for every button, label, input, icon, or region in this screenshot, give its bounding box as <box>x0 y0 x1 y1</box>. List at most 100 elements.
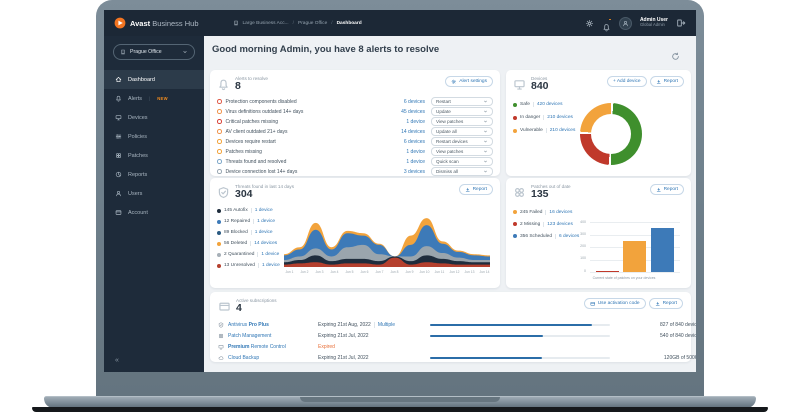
alert-devices-link[interactable]: 3 devices <box>403 168 425 175</box>
subscription-name-link[interactable]: Patch Management <box>218 333 318 339</box>
alert-row: Virus definitions outdated 14+ days 45 d… <box>217 107 493 117</box>
devices-card-title: Devices <box>531 76 548 81</box>
sidebar-item-policies[interactable]: Policies <box>104 127 204 146</box>
legend-devices-link[interactable]: 1 device <box>250 208 273 213</box>
building-icon <box>233 20 239 26</box>
patches-legend: 245 Failed 16 devices 2 Missing 123 device… <box>513 206 579 242</box>
sidebar-item-reports[interactable]: Reports <box>104 165 204 184</box>
action-label: Update <box>436 109 451 115</box>
alert-devices-link[interactable]: 6 devices <box>403 138 425 145</box>
threats-report-button[interactable]: Report <box>458 184 493 195</box>
legend-devices-link[interactable]: 420 devices <box>532 102 562 107</box>
sidebar-item-dashboard[interactable]: Dashboard <box>104 70 204 89</box>
sidebar-item-label: Policies <box>128 133 147 140</box>
org-selector[interactable]: Prague Office <box>113 44 195 60</box>
alert-action-select[interactable]: Update <box>431 107 493 116</box>
laptop-bezel: Avast Business Hub Large Business Acc...… <box>96 0 704 397</box>
refresh-icon[interactable] <box>671 52 680 61</box>
alert-devices-link[interactable]: 1 device <box>406 158 425 165</box>
button-label: Report <box>663 187 678 192</box>
alert-action-select[interactable]: Dismiss all <box>431 167 493 176</box>
legend-devices-link[interactable]: 1 device <box>250 230 273 235</box>
subscriptions-card: Active subscriptions 4 Use activation co… <box>210 292 696 362</box>
button-label: + Add device <box>612 79 641 84</box>
download-icon <box>465 187 471 193</box>
sidebar-collapse-button[interactable]: « <box>115 357 119 364</box>
y-tick-label: 0 <box>584 268 586 273</box>
subscription-row: Premium Remote Control Expired <box>218 342 683 353</box>
notification-dot <box>608 17 612 21</box>
use-activation-code-button[interactable]: Use activation code <box>583 298 646 309</box>
alert-devices-link[interactable]: 45 devices <box>401 108 425 115</box>
x-tick-label: Jun 11 <box>434 270 445 274</box>
sidebar-item-devices[interactable]: Devices <box>104 108 204 127</box>
subscriptions-report-button[interactable]: Report <box>648 298 683 309</box>
legend-devices-link[interactable]: 6 devices <box>555 233 579 239</box>
alert-label: Threats found and resolved <box>225 158 287 165</box>
legend-devices-link[interactable]: 1 device <box>253 219 275 224</box>
breadcrumb-org[interactable]: Prague Office <box>298 20 328 26</box>
x-tick-label: Jun 1 <box>285 270 294 274</box>
alert-settings-button[interactable]: Alert settings <box>445 76 493 87</box>
legend-devices-link[interactable]: 14 devices <box>250 241 277 246</box>
avatar[interactable] <box>618 16 632 30</box>
download-icon <box>656 79 662 85</box>
alert-devices-link[interactable]: 14 devices <box>401 128 425 135</box>
alert-row: Protection components disabled 6 devices… <box>217 97 493 107</box>
subscription-expiry: Expired <box>318 344 335 351</box>
patches-report-button[interactable]: Report <box>649 184 684 195</box>
alert-action-select[interactable]: Quick scan <box>431 157 493 166</box>
subscription-name-link[interactable]: Premium Remote Control <box>218 344 318 350</box>
subscription-name-link[interactable]: Antivirus Pro Plus <box>218 322 318 328</box>
alert-label: Virus definitions outdated 14+ days <box>225 108 304 115</box>
legend-devices-link[interactable]: 1 device <box>257 263 280 268</box>
sidebar-item-label: Users <box>128 190 143 197</box>
user-role: Global Admin <box>639 22 665 28</box>
alert-label: Patches missing <box>225 148 262 155</box>
alert-devices-link[interactable]: 6 devices <box>403 98 425 105</box>
user-info[interactable]: Admin User Global Admin <box>639 17 668 29</box>
laptop-base-notch <box>300 397 500 402</box>
action-label: View patches <box>436 119 464 125</box>
subscription-usage: 120GB of 500GB <box>663 355 696 362</box>
breadcrumb-account[interactable]: Large Business Acc... <box>242 20 289 26</box>
sidebar-item-alerts[interactable]: Alerts | NEW <box>104 89 204 108</box>
devices-report-button[interactable]: Report <box>649 76 684 87</box>
usage-progress-bar <box>430 334 610 338</box>
alert-status-icon <box>217 109 222 114</box>
logout-icon[interactable] <box>676 18 686 28</box>
legend-devices-link[interactable]: 1 device <box>257 252 279 257</box>
sliders-icon <box>115 133 122 140</box>
laptop-base <box>44 396 756 408</box>
alert-action-select[interactable]: Restart devices <box>431 137 493 146</box>
alert-rows: Protection components disabled 6 devices… <box>217 97 493 177</box>
alert-devices-link[interactable]: 1 device <box>406 118 425 125</box>
add-device-button[interactable]: + Add device <box>606 76 647 87</box>
sidebar-item-users[interactable]: Users <box>104 184 204 203</box>
button-label: Report <box>472 187 487 192</box>
notifications-button[interactable] <box>602 17 612 28</box>
alert-devices-link[interactable]: 1 device <box>406 148 425 155</box>
alert-action-select[interactable]: View patches <box>431 147 493 156</box>
alert-action-select[interactable]: View patches <box>431 117 493 126</box>
legend-devices-link[interactable]: 210 devices <box>543 115 573 120</box>
multiple-link[interactable]: Multiple <box>373 322 396 329</box>
alert-action-select[interactable]: Update all <box>431 127 493 136</box>
legend-devices-link[interactable]: 210 devices <box>545 128 575 133</box>
gear-icon[interactable] <box>585 19 594 28</box>
legend-item: 2 Quarantined 1 device <box>217 249 280 260</box>
legend-item: In danger 210 devices <box>513 111 575 124</box>
subscription-expiry: Expiring 21st Jul, 2022 <box>318 333 369 340</box>
subscription-name-link[interactable]: Cloud Backup <box>218 355 318 361</box>
legend-devices-link[interactable]: 16 devices <box>545 209 572 215</box>
new-badge: NEW <box>157 96 168 101</box>
legend-dot <box>513 115 517 120</box>
sidebar-item-account[interactable]: Account <box>104 203 204 222</box>
legend-devices-link[interactable]: 123 devices <box>543 221 573 227</box>
action-label: Dismiss all <box>436 169 458 175</box>
sidebar-item-patches[interactable]: Patches <box>104 146 204 165</box>
legend-item: 145 Autofix 1 device <box>217 205 280 216</box>
person-icon <box>622 20 629 27</box>
usage-progress-fill <box>430 334 544 338</box>
alert-action-select[interactable]: Restart <box>431 97 493 106</box>
